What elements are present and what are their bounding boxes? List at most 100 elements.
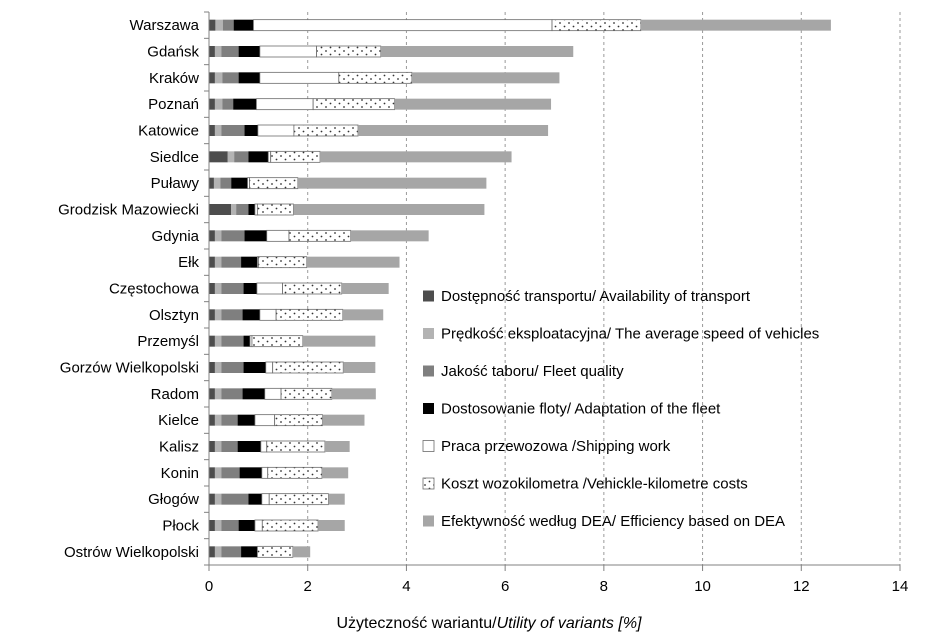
bar-segment [267,466,323,479]
bar-segment [411,72,560,84]
bar-segment [306,256,400,268]
bar-segment [214,493,222,505]
bar-segment [249,177,299,190]
bar-segment [394,98,552,110]
bar-segment [322,414,365,426]
bar-segment [248,151,269,163]
bar-segment [221,441,238,452]
bar-segment [214,309,222,321]
bar-segment [259,308,277,321]
x-tick-label: 4 [402,578,410,595]
bar-segment [266,440,326,453]
category-label: Warszawa [130,17,200,34]
category-label: Kalisz [159,439,199,456]
bar-segment [209,46,215,57]
bar-segment [221,546,242,558]
x-tick-labels: 0 2 4 6 8 10 12 14 [205,578,909,595]
bar-segment [261,493,270,506]
category-label: Gorzów Wielkopolski [60,360,199,377]
bar-segment [233,98,257,110]
bar-segment [214,362,222,373]
category-label: Częstochowa [109,281,200,298]
x-tick-label: 12 [793,578,810,595]
bar-segment [221,125,245,136]
bar-segment [341,283,389,294]
bar-segment [274,414,323,427]
bar-segment [222,72,239,84]
bar-segment [551,19,642,32]
bar-segment [264,387,282,400]
bar-segment [221,388,243,400]
bar-segment [221,256,242,268]
bar-segment [343,362,376,373]
bar-segment [242,309,260,321]
bar-segment [266,229,290,242]
bar-segment [209,362,215,373]
bar-segment [312,98,395,111]
legend-label: Jakość taboru/ Fleet quality [441,363,624,380]
category-label: Przemyśl [137,333,199,350]
bar-segment [243,335,250,347]
bar-segment [257,124,295,137]
bar-segment [288,229,352,242]
bar-segment [331,388,376,400]
axes [204,11,901,571]
bar-segment [328,493,345,505]
legend-swatch [423,290,434,302]
bar-segment [214,414,222,426]
category-label: Poznań [148,96,199,113]
bar-segment [272,361,344,374]
bar-segment [221,230,245,242]
bar-segment [231,204,237,215]
bar-segment [322,467,349,479]
bar-segment [380,46,574,57]
legend-swatch [423,403,434,414]
bar-segment [243,362,266,373]
bar-segment [275,308,344,321]
bar-segment [209,125,215,136]
bar-segment [282,282,343,295]
bar-segment [236,204,249,215]
bar-segment [358,125,549,136]
bar-segment [261,466,269,479]
bar-segment [214,256,222,268]
bar-segment [338,71,413,84]
bar-segment [214,388,222,400]
bar-segment [293,124,359,137]
category-label: Gdynia [151,228,199,245]
bar-segment [213,177,221,189]
x-tick-label: 0 [205,578,213,595]
bars [209,19,831,558]
bar-segment [214,283,222,294]
bar-segment [256,545,294,558]
bar-segment [292,546,311,558]
bar-segment [256,203,294,216]
bar-segment [241,546,258,558]
bar-segment [318,520,345,531]
bar-segment [239,467,262,479]
bar-segment [316,45,382,58]
bar-segment [255,98,314,111]
category-labels: Warszawa Gdańsk Kraków Poznań Katowice Siedlc… [58,17,200,561]
x-tick-label: 6 [501,578,509,595]
legend-swatch [422,477,435,490]
bar-segment [215,19,223,31]
bar-segment [209,151,228,163]
legend-label: Prędkość eksploatacyjna/ The average spe… [441,326,819,343]
bar-segment [220,177,232,189]
bar-segment [280,387,333,400]
bar-segment [209,98,215,110]
category-label: Ełk [178,254,199,271]
bar-segment [238,72,260,84]
x-tick-label: 14 [892,578,909,595]
legend-swatch [423,515,434,527]
legend-label: Dostępność transportu/ Availability of t… [441,288,751,305]
bar-segment [221,283,244,294]
bar-segment [259,71,340,84]
bar-segment [209,414,215,426]
category-label: Gdańsk [147,44,199,61]
bar-segment [214,230,222,242]
category-label: Olsztyn [149,307,199,324]
legend-swatch [422,440,435,452]
